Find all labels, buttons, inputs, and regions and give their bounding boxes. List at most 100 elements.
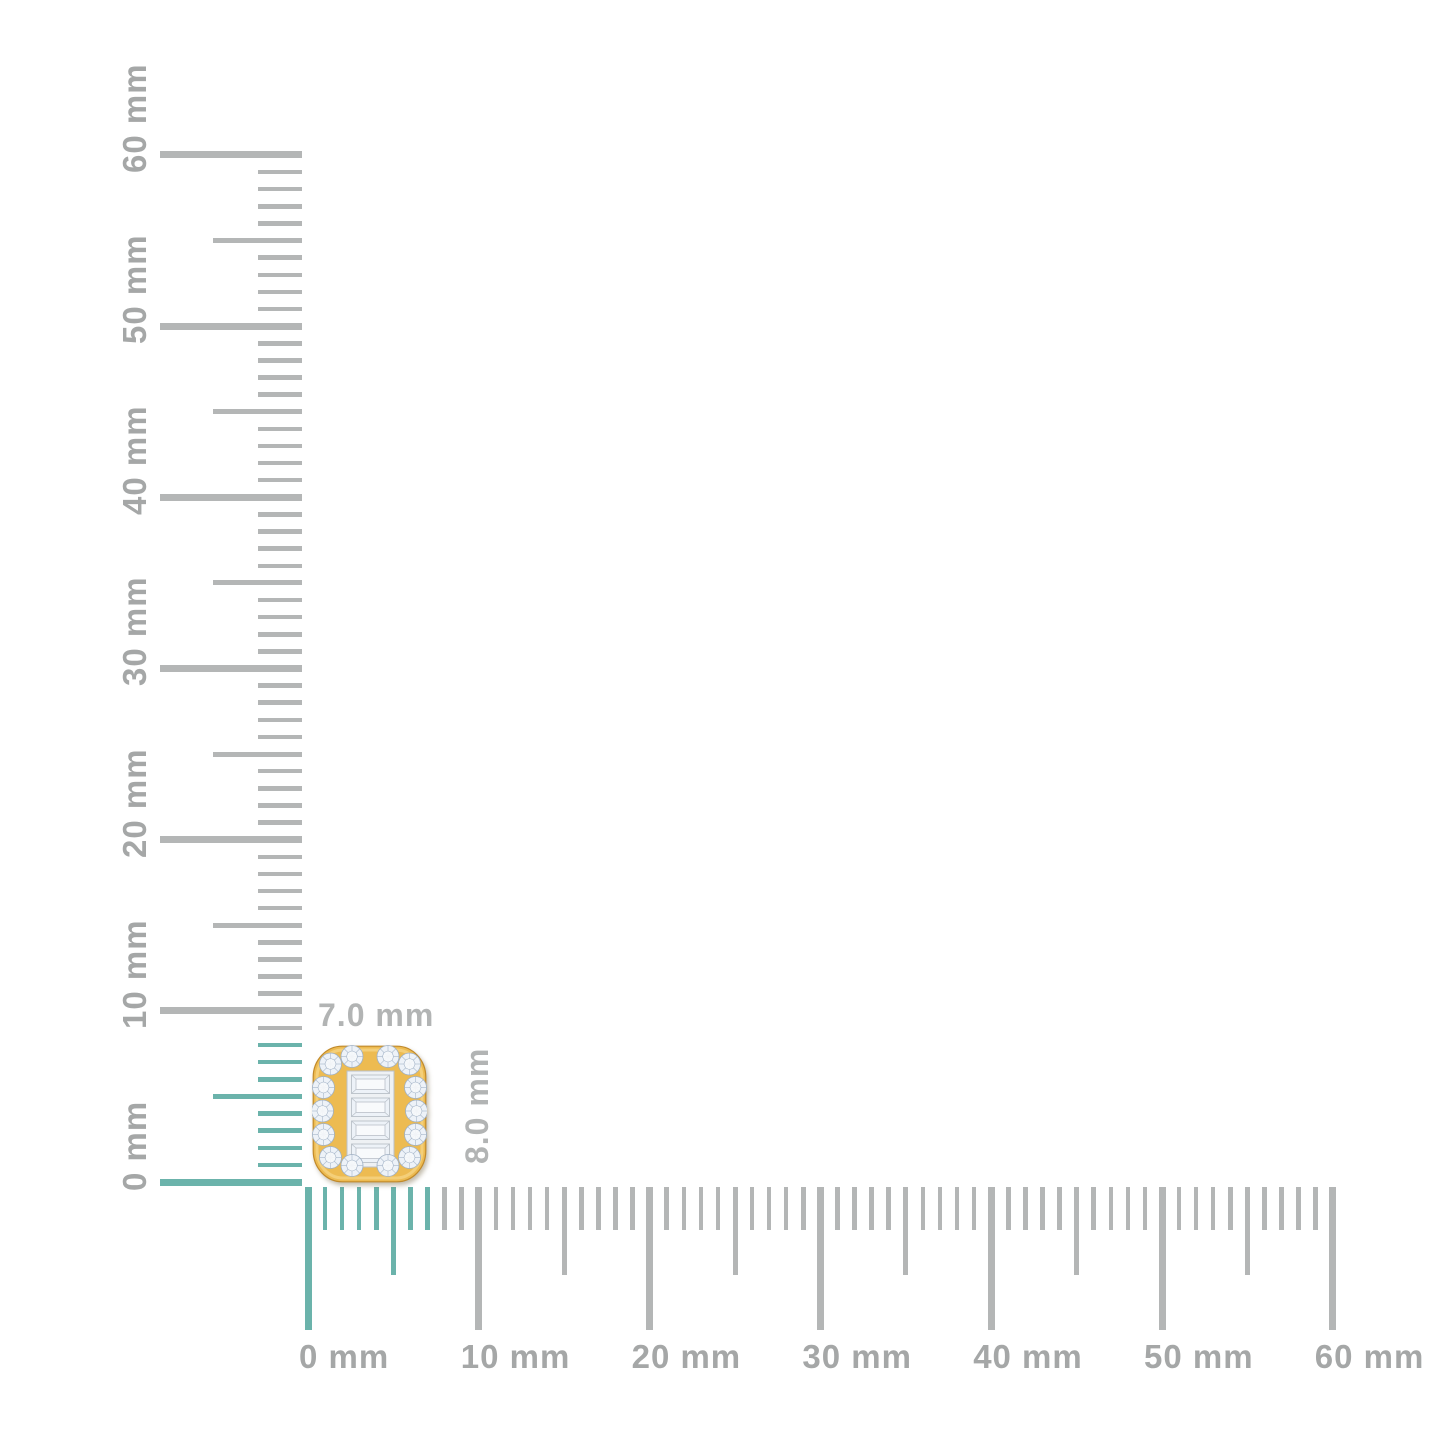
vertical-ruler-tick — [258, 1059, 302, 1065]
horizontal-ruler-tick — [339, 1187, 345, 1230]
horizontal-ruler-tick — [954, 1187, 960, 1230]
horizontal-ruler-tick — [1244, 1187, 1250, 1275]
horizontal-ruler-tick — [442, 1187, 447, 1230]
horizontal-ruler-tick — [1074, 1187, 1080, 1275]
round-diamond — [398, 1052, 421, 1076]
horizontal-ruler-label: 20 mm — [631, 1338, 742, 1375]
vertical-ruler-tick — [258, 563, 302, 569]
round-diamond — [340, 1045, 364, 1068]
horizontal-ruler-tick — [646, 1187, 654, 1330]
horizontal-ruler-tick — [510, 1187, 516, 1230]
round-diamond — [319, 1052, 342, 1076]
vertical-ruler-tick — [258, 614, 302, 620]
vertical-ruler-tick — [258, 632, 302, 637]
round-diamond — [404, 1123, 427, 1146]
horizontal-ruler-tick — [869, 1187, 874, 1230]
horizontal-ruler-tick — [1329, 1187, 1337, 1330]
horizontal-ruler-tick — [630, 1187, 635, 1230]
vertical-ruler-tick — [258, 204, 302, 209]
vertical-ruler-tick — [258, 905, 302, 911]
vertical-ruler-tick — [258, 426, 302, 432]
horizontal-ruler-tick — [920, 1187, 926, 1230]
vertical-ruler-tick — [258, 1128, 302, 1133]
vertical-ruler-tick — [160, 151, 302, 159]
vertical-ruler-tick — [213, 922, 302, 928]
vertical-ruler-tick — [258, 871, 302, 877]
vertical-ruler-tick — [258, 1111, 302, 1116]
vertical-ruler-tick — [258, 358, 302, 363]
horizontal-ruler-tick — [1210, 1187, 1216, 1230]
product-height-label: 8.0 mm — [459, 1047, 495, 1164]
vertical-ruler-tick — [258, 854, 302, 860]
vertical-ruler-tick — [258, 597, 302, 603]
vertical-ruler-tick — [258, 546, 302, 551]
horizontal-ruler-tick — [304, 1187, 312, 1330]
horizontal-ruler-tick — [1228, 1187, 1233, 1230]
round-diamond — [312, 1099, 334, 1123]
vertical-ruler-tick — [160, 664, 302, 672]
vertical-ruler-label: 10 mm — [116, 919, 153, 1029]
vertical-ruler-tick — [258, 768, 302, 774]
horizontal-ruler-tick — [493, 1187, 499, 1230]
vertical-ruler-tick — [258, 221, 302, 226]
vertical-ruler-tick — [258, 529, 302, 534]
vertical-ruler-tick — [258, 186, 302, 192]
vertical-ruler-tick — [258, 649, 302, 654]
horizontal-ruler-tick — [613, 1187, 618, 1230]
vertical-ruler-tick — [258, 734, 302, 740]
horizontal-ruler-tick — [356, 1187, 362, 1230]
horizontal-ruler-label: 10 mm — [460, 1338, 571, 1375]
vertical-ruler-tick — [258, 1042, 302, 1048]
horizontal-ruler-tick — [749, 1187, 755, 1230]
horizontal-ruler-tick — [766, 1187, 772, 1230]
vertical-ruler-tick — [258, 683, 302, 688]
round-diamond — [312, 1123, 335, 1146]
horizontal-ruler-tick — [1279, 1187, 1284, 1230]
vertical-ruler-label: 40 mm — [116, 405, 153, 516]
vertical-ruler-tick — [258, 272, 302, 278]
round-diamond — [398, 1146, 421, 1169]
vertical-ruler-tick — [160, 493, 302, 501]
horizontal-ruler-tick — [1262, 1187, 1267, 1230]
horizontal-ruler-tick — [527, 1187, 533, 1230]
horizontal-ruler-tick — [987, 1187, 995, 1330]
vertical-ruler-tick — [258, 820, 302, 825]
vertical-ruler-tick — [258, 1145, 302, 1151]
vertical-ruler-label: 0 mm — [116, 1100, 153, 1191]
vertical-ruler-tick — [258, 392, 302, 397]
horizontal-ruler-tick — [561, 1187, 567, 1275]
horizontal-ruler-tick — [783, 1187, 789, 1230]
horizontal-ruler-tick — [715, 1187, 721, 1230]
vertical-ruler-tick — [258, 1162, 302, 1168]
horizontal-ruler-tick — [579, 1187, 584, 1230]
vertical-ruler-label: 30 mm — [116, 576, 153, 687]
horizontal-ruler-tick — [1125, 1187, 1131, 1230]
vertical-ruler-tick — [258, 717, 302, 723]
vertical-ruler-tick — [258, 169, 302, 175]
horizontal-ruler-label: 50 mm — [1144, 1338, 1254, 1375]
round-diamond — [405, 1099, 427, 1123]
vertical-ruler-tick — [258, 803, 302, 808]
horizontal-ruler-tick — [886, 1187, 891, 1230]
vertical-ruler-tick — [258, 940, 302, 945]
horizontal-ruler-tick — [698, 1187, 704, 1230]
vertical-ruler-tick — [258, 341, 302, 346]
horizontal-ruler-label: 40 mm — [973, 1338, 1083, 1375]
horizontal-ruler-tick — [937, 1187, 943, 1230]
vertical-ruler-tick — [213, 751, 302, 757]
vertical-ruler-tick — [213, 580, 302, 586]
horizontal-ruler-tick — [816, 1187, 824, 1330]
vertical-ruler-tick — [258, 306, 302, 312]
baguette-diamond — [351, 1097, 390, 1117]
horizontal-ruler-tick — [971, 1187, 977, 1230]
vertical-ruler-tick — [160, 1007, 302, 1015]
round-diamond — [340, 1154, 364, 1177]
horizontal-ruler-tick — [681, 1187, 686, 1230]
vertical-ruler-tick — [258, 477, 302, 483]
horizontal-ruler-tick — [1091, 1187, 1096, 1230]
vertical-ruler-tick — [258, 888, 302, 894]
horizontal-ruler-tick — [425, 1187, 430, 1230]
vertical-ruler-tick — [258, 443, 302, 449]
vertical-ruler-tick — [258, 375, 302, 380]
vertical-ruler-label: 50 mm — [116, 234, 153, 345]
